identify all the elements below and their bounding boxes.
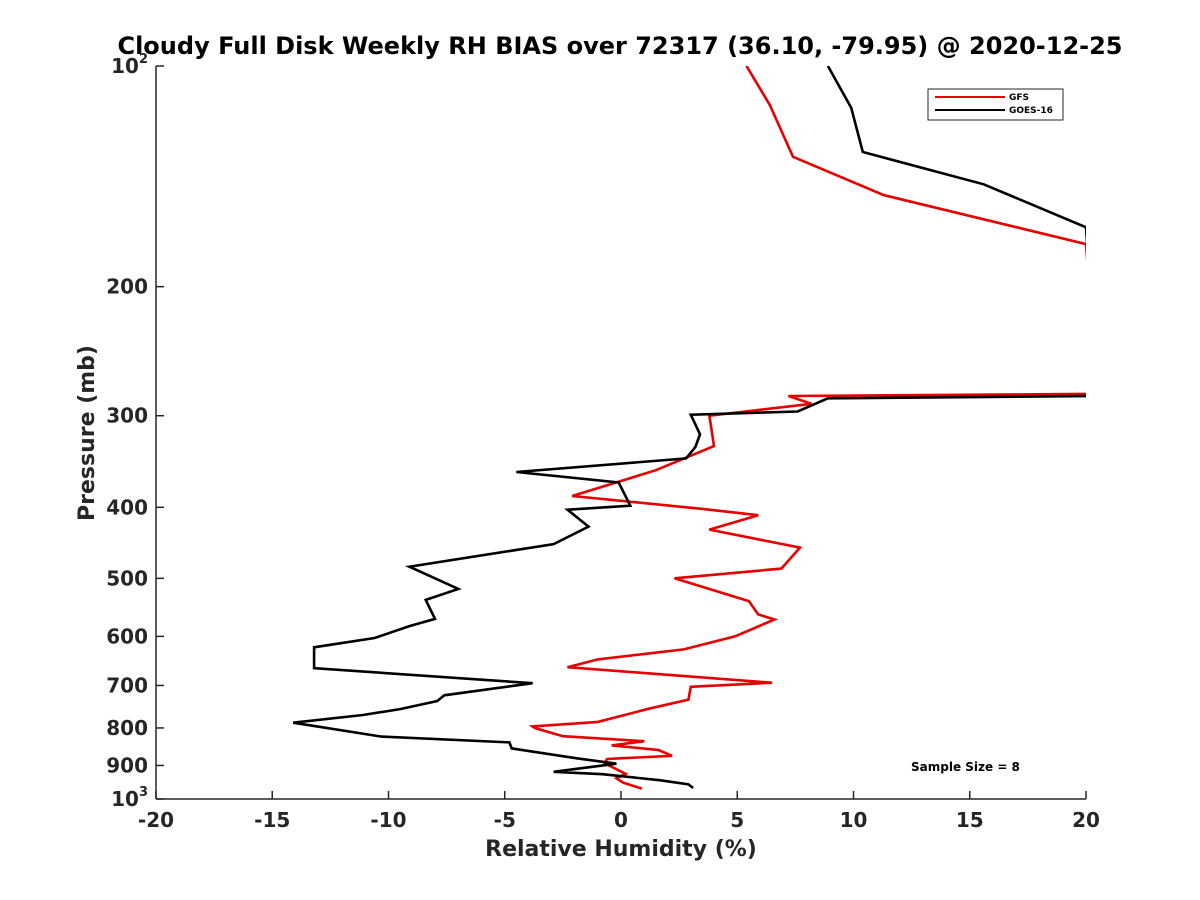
y-tick-label: 800 xyxy=(106,716,148,740)
legend-box xyxy=(927,88,1064,121)
y-axis-label: Pressure (mb) xyxy=(75,345,100,521)
x-tick-label: -10 xyxy=(370,808,406,832)
x-tick-label: 15 xyxy=(956,808,984,832)
x-tick-label: 20 xyxy=(1072,808,1100,832)
x-tick-label: 0 xyxy=(614,808,628,832)
y-tick-label: 900 xyxy=(106,753,148,777)
plot-axes xyxy=(155,66,1086,800)
y-tick-label: 600 xyxy=(106,624,148,648)
x-tick-label: 10 xyxy=(840,808,868,832)
legend-label-gfs: GFS xyxy=(1009,93,1029,103)
sample-size-annotation: Sample Size = 8 xyxy=(911,760,1020,774)
y-ticks: 102 200 300 400 500 600 700 800 900 103 xyxy=(106,52,164,811)
x-tick-label: -5 xyxy=(494,808,516,832)
y-tick-label: 500 xyxy=(106,566,148,590)
legend: GFS GOES-16 xyxy=(927,88,1064,121)
y-tick-label: 103 xyxy=(111,785,148,811)
series-line-goes16 xyxy=(292,66,1086,790)
series-layer xyxy=(292,66,1086,790)
y-tick-label: 400 xyxy=(106,495,148,519)
chart-title: Cloudy Full Disk Weekly RH BIAS over 723… xyxy=(117,32,1122,60)
y-tick-label: 300 xyxy=(106,404,148,428)
x-tick-label: 5 xyxy=(730,808,744,832)
legend-label-goes16: GOES-16 xyxy=(1009,106,1053,116)
series-line-gfs xyxy=(528,66,1086,790)
x-axis-label: Relative Humidity (%) xyxy=(485,837,757,862)
y-tick-label: 102 xyxy=(111,52,148,78)
x-tick-label: -20 xyxy=(138,808,174,832)
y-tick-label: 200 xyxy=(106,275,148,299)
x-tick-label: -15 xyxy=(254,808,290,832)
y-tick-label: 700 xyxy=(106,673,148,697)
x-ticks: -20 -15 -10 -5 0 5 10 15 20 xyxy=(138,791,1100,832)
